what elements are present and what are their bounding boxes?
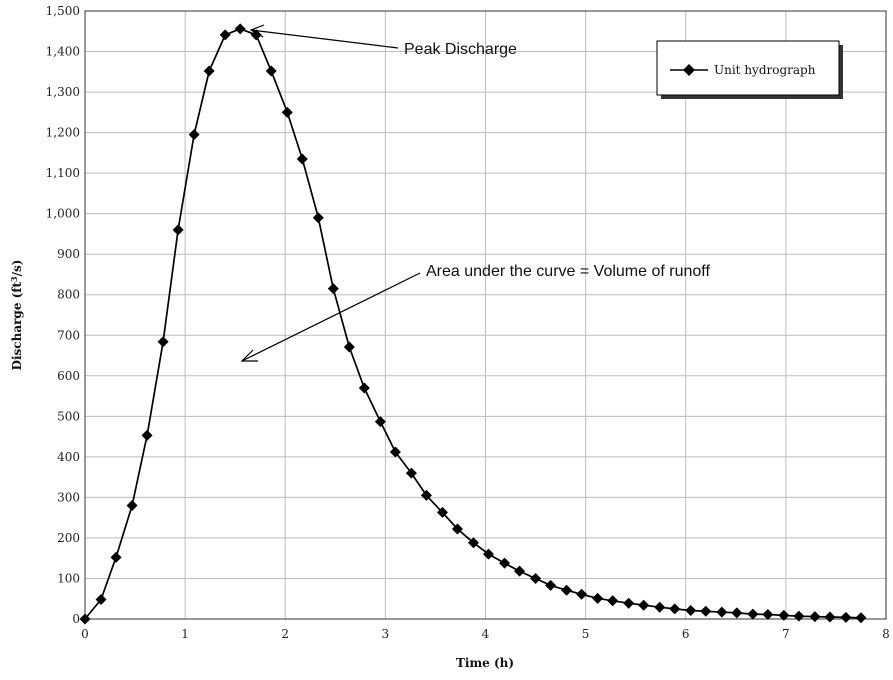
data-point-marker — [747, 608, 759, 620]
y-tick-label: 1,000 — [46, 207, 80, 221]
data-point-marker — [141, 429, 153, 441]
y-tick-label: 1,500 — [46, 4, 80, 18]
data-point-marker — [809, 611, 821, 623]
y-axis-title-main: Discharge (ft — [10, 282, 24, 371]
x-tick-labels: 0 1 2 3 4 5 6 7 8 — [81, 627, 890, 641]
data-point-marker — [855, 612, 867, 624]
y-tick-label: 200 — [57, 531, 80, 545]
data-point-marker — [296, 153, 308, 165]
legend-marker-swatch — [683, 64, 695, 76]
data-point-marker — [281, 106, 293, 118]
data-point-marker — [483, 548, 495, 560]
y-tick-label: 700 — [57, 328, 80, 342]
x-tick-label: 0 — [81, 627, 89, 641]
data-point-marker — [234, 23, 246, 35]
grid — [84, 10, 887, 620]
data-point-marker — [79, 613, 91, 625]
data-point-marker — [778, 609, 790, 621]
data-point-marker — [840, 611, 852, 623]
data-point-marker — [420, 489, 432, 501]
data-point-marker — [389, 446, 401, 458]
legend-label: Unit hydrograph — [714, 63, 816, 77]
data-point-marker — [499, 557, 511, 569]
data-point-marker — [126, 500, 138, 512]
area-under-curve-label: Area under the curve = Volume of runoff — [426, 263, 710, 280]
x-axis-title: Time (h) — [456, 656, 514, 670]
data-point-marker — [654, 601, 666, 613]
data-point-marker — [405, 467, 417, 479]
y-tick-label: 400 — [57, 450, 80, 464]
data-point-marker — [203, 65, 215, 77]
data-point-marker — [576, 588, 588, 600]
peak-arrow-head — [249, 24, 265, 38]
y-tick-label: 500 — [57, 409, 80, 423]
y-tick-label: 1,200 — [46, 126, 80, 140]
y-tick-labels: 0 100 200 300 400 500 600 700 800 900 1,000 1,100 1,… — [46, 4, 80, 626]
x-tick-label: 5 — [582, 627, 590, 641]
data-point-marker — [172, 224, 184, 236]
data-point-marker — [110, 551, 122, 563]
data-point-marker — [762, 609, 774, 621]
data-point-marker — [793, 610, 805, 622]
data-point-marker — [436, 506, 448, 518]
area-annotation: Area under the curve = Volume of runoff — [240, 263, 710, 362]
x-tick-label: 8 — [882, 627, 890, 641]
x-tick-label: 4 — [482, 627, 490, 641]
data-point-marker — [669, 603, 681, 615]
y-tick-label: 300 — [57, 490, 80, 504]
data-point-marker — [700, 605, 712, 617]
x-tick-label: 1 — [181, 627, 189, 641]
series-layer — [79, 23, 867, 625]
data-point-marker — [514, 565, 526, 577]
y-tick-label: 1,100 — [46, 166, 80, 180]
legend: Unit hydrograph — [656, 40, 843, 99]
area-arrow-head — [240, 349, 258, 362]
plot-frame — [84, 10, 887, 620]
x-tick-label: 3 — [382, 627, 390, 641]
peak-discharge-label: Peak Discharge — [404, 41, 517, 58]
data-point-marker — [607, 595, 619, 607]
y-tick-label: 1,400 — [46, 45, 80, 59]
data-point-marker — [374, 416, 386, 428]
data-point-marker — [467, 537, 479, 549]
data-point-marker — [638, 599, 650, 611]
data-point-marker — [157, 336, 169, 348]
data-point-marker — [545, 579, 557, 591]
data-point-marker — [327, 283, 339, 295]
y-tick-label: 800 — [57, 288, 80, 302]
x-tick-label: 2 — [281, 627, 289, 641]
data-point-marker — [250, 29, 262, 41]
x-tick-label: 6 — [682, 627, 690, 641]
data-point-marker — [358, 382, 370, 394]
y-tick-label: 900 — [57, 247, 80, 261]
y-axis-title-tail: /s) — [10, 260, 24, 277]
y-tick-label: 100 — [57, 571, 80, 585]
x-tick-label: 7 — [782, 627, 790, 641]
data-point-marker — [716, 606, 728, 618]
data-point-marker — [188, 129, 200, 141]
data-point-marker — [685, 604, 697, 616]
data-point-marker — [265, 65, 277, 77]
area-arrow-line — [241, 272, 421, 362]
data-point-marker — [530, 572, 542, 584]
y-axis-title-sup: 3 — [9, 276, 19, 282]
y-axis-title: Discharge (ft3/s) — [9, 260, 24, 371]
data-point-marker — [824, 611, 836, 623]
data-point-marker — [312, 212, 324, 224]
data-point-marker — [731, 607, 743, 619]
data-point-marker — [343, 341, 355, 353]
data-point-marker — [561, 584, 573, 596]
data-point-marker — [592, 592, 604, 604]
y-tick-label: 600 — [57, 369, 80, 383]
data-point-marker — [623, 597, 635, 609]
peak-annotation: Peak Discharge — [249, 24, 517, 58]
y-tick-label: 0 — [72, 612, 80, 626]
data-point-marker — [219, 29, 231, 41]
y-tick-label: 1,300 — [46, 85, 80, 99]
peak-arrow-line — [250, 29, 399, 49]
data-point-marker — [451, 523, 463, 535]
data-point-marker — [95, 594, 107, 606]
